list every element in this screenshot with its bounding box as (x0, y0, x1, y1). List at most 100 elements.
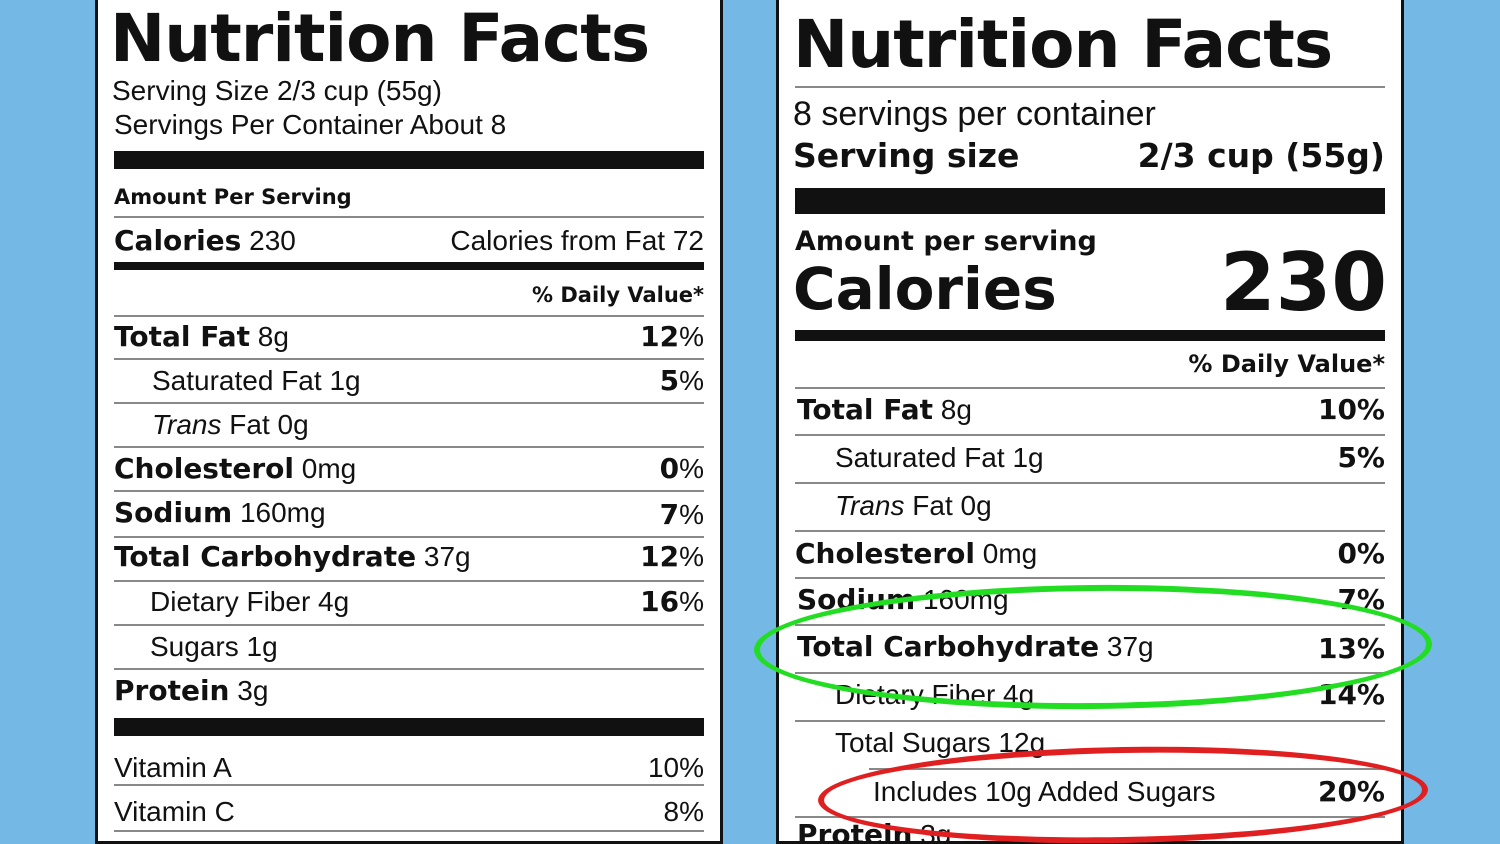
divider (114, 536, 704, 538)
old-row-dietary-fiber: Dietary Fiber 4g (150, 585, 349, 619)
divider (114, 668, 704, 670)
new-row-cholesterol: Cholesterol 0mg (795, 537, 1037, 571)
divider (114, 490, 704, 492)
old-row-sugars: Sugars 1g (150, 630, 278, 664)
nutrient-amount: 0mg (301, 453, 357, 484)
nutrient-amount: 37g (423, 541, 471, 572)
nutrient-name: Total Carbohydrate (114, 540, 417, 573)
old-row-cholesterol: Cholesterol 0mg (114, 452, 356, 486)
new-dv-added-sugars: 20% (1317, 775, 1385, 808)
nutrient-name: Saturated Fat (835, 442, 1005, 473)
nutrient-amount: 1g (246, 631, 278, 662)
old-thick-divider (114, 151, 704, 169)
divider (114, 624, 704, 626)
old-vitamin-a-value: 10% (647, 752, 704, 783)
nutrient-amount: 4g (1003, 679, 1035, 710)
old-dv-saturated-fat: 5% (660, 364, 704, 398)
dv-percent: % (679, 365, 704, 396)
old-serving-size: Serving Size 2/3 cup (55g) (112, 75, 442, 106)
divider (795, 624, 1385, 626)
nutrient-amount: 1g (329, 365, 361, 396)
old-amount-per-serving: Amount Per Serving (114, 185, 352, 209)
new-row-sodium: Sodium 160mg (797, 583, 1009, 617)
divider (114, 830, 704, 832)
nutrient-amount: Fat 0g (229, 409, 309, 440)
nutrient-amount: 12g (998, 727, 1046, 758)
nutrient-name: Dietary Fiber (150, 586, 311, 617)
dv-percent: % (679, 321, 704, 352)
old-calories-from-fat: Calories from Fat 72 (450, 225, 704, 256)
old-medium-divider (114, 262, 704, 270)
old-calories-label: Calories (114, 224, 242, 257)
divider (795, 577, 1385, 579)
nutrient-name: Total Carbohydrate (797, 630, 1100, 663)
old-row-total-fat: Total Fat 8g (114, 320, 289, 354)
divider (114, 446, 704, 448)
new-row-total-fat: Total Fat 8g (797, 393, 972, 427)
old-servings-per-container: Servings Per Container About 8 (114, 109, 507, 140)
old-vitamin-c-value: 8% (663, 796, 704, 827)
nutrient-amount: 1g (1012, 442, 1044, 473)
new-medium-divider (795, 330, 1385, 341)
divider (795, 387, 1385, 389)
old-calories-row: Calories 230 (114, 224, 296, 258)
divider (869, 768, 1385, 770)
nutrient-name: Sugars (150, 631, 239, 662)
new-servings-per-container: 8 servings per container (793, 95, 1156, 133)
dv-percent: % (679, 541, 704, 572)
old-dv-cholesterol: 0% (660, 452, 704, 486)
divider (114, 216, 704, 218)
old-dv-dietary-fiber: 16% (640, 585, 704, 619)
divider (795, 720, 1385, 722)
nutrient-amount: 160mg (239, 497, 326, 528)
old-label-title: Nutrition Facts (110, 0, 650, 77)
old-nutrition-label: Nutrition Facts Serving Size 2/3 cup (55… (95, 0, 723, 844)
old-dv-total-carbohydrate: 12% (640, 540, 704, 574)
nutrient-amount: 3g (237, 675, 269, 706)
dv-number: 7 (659, 498, 680, 531)
new-row-protein: Protein 3g (797, 818, 951, 844)
nutrient-amount: 37g (1106, 631, 1154, 662)
nutrient-name: Sodium (114, 496, 233, 529)
new-nutrition-label: Nutrition Facts 8 servings per container… (776, 0, 1404, 844)
dv-number: 5 (659, 364, 680, 397)
nutrient-name: Trans (152, 409, 222, 440)
old-row-sodium: Sodium 160mg (114, 496, 326, 530)
nutrient-name: Total Fat (114, 320, 251, 353)
new-daily-value-header: % Daily Value* (1188, 350, 1385, 378)
nutrient-amount: 8g (940, 394, 972, 425)
old-dv-sodium: 7% (660, 498, 704, 532)
new-dv-dietary-fiber: 14% (1317, 678, 1385, 711)
new-serving-size-value: 2/3 cup (55g) (1137, 136, 1385, 175)
divider (795, 816, 1385, 818)
nutrient-name: Cholesterol (114, 452, 294, 485)
old-row-trans-fat: Trans Fat 0g (152, 408, 309, 442)
dv-number: 12 (640, 320, 680, 353)
nutrient-name: Trans (835, 490, 905, 521)
new-dv-total-carbohydrate: 13% (1317, 632, 1385, 665)
nutrient-name: Sodium (797, 583, 916, 616)
divider (795, 482, 1385, 484)
old-vitamin-c-label: Vitamin C (114, 796, 235, 827)
new-row-total-carbohydrate: Total Carbohydrate 37g (797, 630, 1154, 664)
nutrient-name: Cholesterol (795, 537, 975, 570)
divider (114, 358, 704, 360)
new-row-dietary-fiber: Dietary Fiber 4g (835, 678, 1034, 712)
divider (114, 402, 704, 404)
old-row-saturated-fat: Saturated Fat 1g (152, 364, 361, 398)
nutrient-name: Includes 10g Added Sugars (873, 776, 1216, 807)
dv-number: 16 (640, 585, 680, 618)
divider (114, 315, 704, 317)
old-row-total-carbohydrate: Total Carbohydrate 37g (114, 540, 471, 574)
nutrient-name: Total Fat (797, 393, 934, 426)
new-dv-sodium: 7% (1337, 583, 1385, 616)
nutrient-amount: 8g (257, 321, 289, 352)
old-vitamin-a-label: Vitamin A (114, 752, 232, 783)
nutrient-name: Total Sugars (835, 727, 991, 758)
nutrient-name: Protein (797, 818, 913, 844)
new-row-added-sugars: Includes 10g Added Sugars (873, 775, 1215, 809)
new-calories-value: 230 (1220, 236, 1387, 329)
new-row-total-sugars: Total Sugars 12g (835, 726, 1045, 760)
new-label-title: Nutrition Facts (793, 6, 1333, 83)
old-dv-total-fat: 12% (640, 320, 704, 354)
